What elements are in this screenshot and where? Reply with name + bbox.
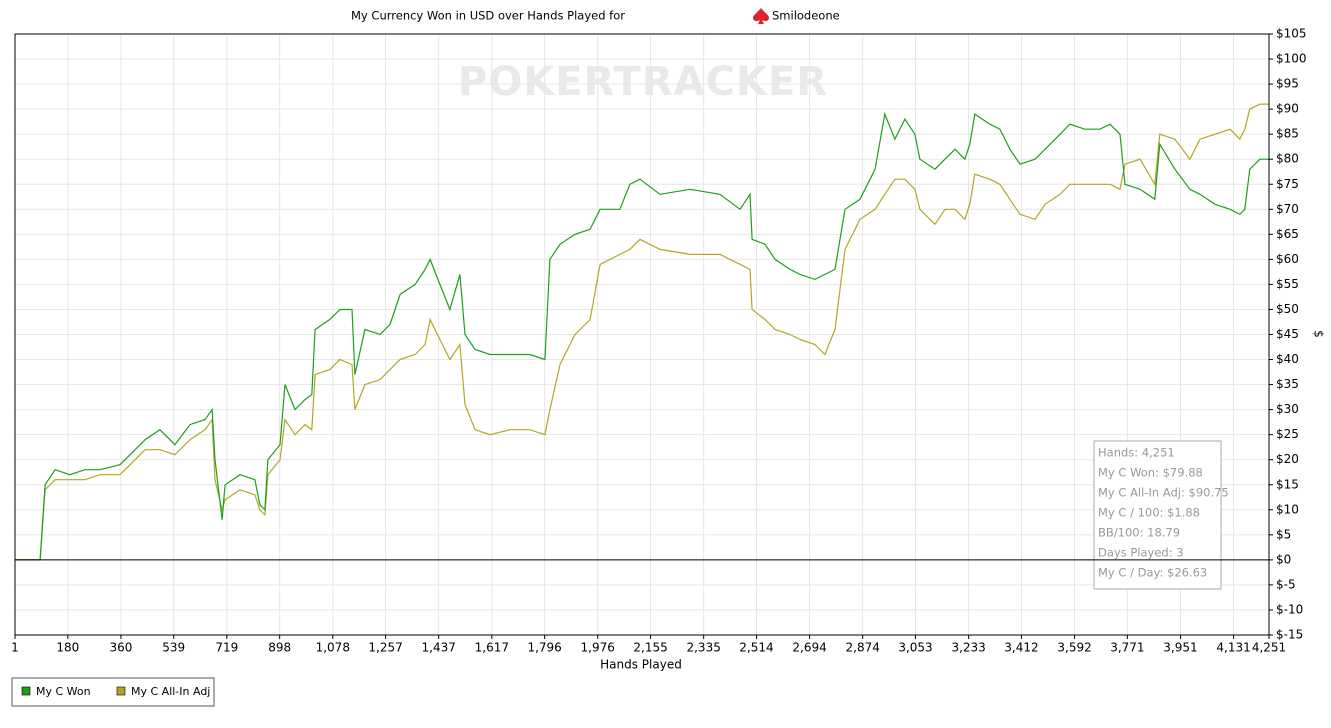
x-tick-label: 539 — [162, 641, 185, 655]
x-axis-label: Hands Played — [600, 658, 682, 672]
y-tick-label: $-10 — [1276, 602, 1303, 616]
x-tick-label: 1,437 — [422, 641, 456, 655]
y-tick-label: $65 — [1276, 227, 1299, 241]
x-tick-label: 3,233 — [951, 641, 985, 655]
x-tick-label: 1,796 — [527, 641, 561, 655]
x-tick-label: 1,257 — [368, 641, 402, 655]
x-tick-label: 3,771 — [1110, 641, 1144, 655]
y-axis-label: $ — [1312, 330, 1326, 338]
y-tick-label: $15 — [1276, 477, 1299, 491]
series-line — [15, 111, 1269, 561]
grid — [14, 33, 1270, 636]
legend-label: My C All-In Adj — [131, 685, 210, 698]
spade-icon — [753, 8, 769, 24]
stat-line: My C / Day: $26.63 — [1098, 566, 1207, 580]
plot-border — [14, 33, 1270, 636]
y-tick-label: $10 — [1276, 502, 1299, 516]
y-tick-label: $75 — [1276, 177, 1299, 191]
legend-swatch — [21, 686, 31, 696]
x-tick-label: 3,951 — [1163, 641, 1197, 655]
stat-line: My C All-In Adj: $90.75 — [1098, 486, 1229, 500]
x-tick-label: 3,412 — [1004, 641, 1038, 655]
x-tick-label: 2,514 — [739, 641, 773, 655]
y-tick-label: $30 — [1276, 402, 1299, 416]
series-line — [15, 103, 1269, 561]
y-tick-label: $25 — [1276, 427, 1299, 441]
legend-swatch — [116, 686, 126, 696]
x-tick-label: 4,131 — [1216, 641, 1250, 655]
x-tick-label: 719 — [215, 641, 238, 655]
stat-line: Hands: 4,251 — [1098, 446, 1175, 460]
y-tick-label: $95 — [1276, 77, 1299, 91]
y-tick-label: $-15 — [1276, 628, 1303, 642]
y-tick-label: $5 — [1276, 527, 1291, 541]
y-tick-label: $55 — [1276, 277, 1299, 291]
stat-line: My C / 100: $1.88 — [1098, 506, 1200, 520]
x-tick-label: 1,976 — [581, 641, 615, 655]
x-tick-label: 360 — [109, 641, 132, 655]
stats-box — [1093, 440, 1222, 590]
x-tick-label: 1 — [11, 641, 19, 655]
x-tick-label: 2,874 — [846, 641, 880, 655]
y-tick-label: $0 — [1276, 552, 1291, 566]
y-tick-label: $70 — [1276, 202, 1299, 216]
chart-title: My Currency Won in USD over Hands Played… — [351, 9, 625, 23]
y-tick-label: $80 — [1276, 152, 1299, 166]
x-tick-label: 1,617 — [475, 641, 509, 655]
watermark: POKERTRACKER — [458, 59, 828, 105]
x-tick-label: 2,155 — [633, 641, 667, 655]
y-tick-label: $40 — [1276, 352, 1299, 366]
stat-line: BB/100: 18.79 — [1098, 526, 1180, 540]
stat-line: Days Played: 3 — [1098, 546, 1184, 560]
y-tick-label: $35 — [1276, 377, 1299, 391]
x-tick-label: 4,251 — [1252, 641, 1286, 655]
x-tick-label: 1,078 — [316, 641, 350, 655]
y-tick-label: $45 — [1276, 327, 1299, 341]
y-tick-label: $100 — [1276, 52, 1307, 66]
y-tick-label: $20 — [1276, 452, 1299, 466]
stat-line: My C Won: $79.88 — [1098, 466, 1203, 480]
y-tick-label: $90 — [1276, 102, 1299, 116]
y-tick-label: $-5 — [1276, 577, 1296, 591]
y-tick-label: $50 — [1276, 302, 1299, 316]
y-tick-label: $105 — [1276, 27, 1307, 41]
x-tick-label: 180 — [56, 641, 79, 655]
x-tick-label: 2,694 — [792, 641, 826, 655]
y-tick-label: $85 — [1276, 127, 1299, 141]
y-tick-label: $60 — [1276, 252, 1299, 266]
x-tick-label: 3,592 — [1057, 641, 1091, 655]
legend — [11, 677, 215, 707]
player-name: Smilodeone — [772, 9, 840, 23]
x-tick-label: 3,053 — [898, 641, 932, 655]
x-tick-label: 2,335 — [686, 641, 720, 655]
legend-label: My C Won — [36, 685, 91, 698]
x-tick-label: 898 — [268, 641, 291, 655]
